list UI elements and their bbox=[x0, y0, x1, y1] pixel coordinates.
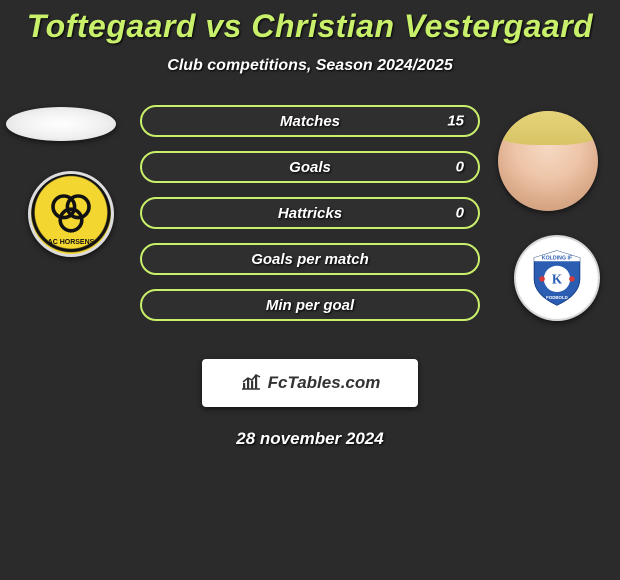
stat-label: Hattricks bbox=[278, 205, 342, 222]
stat-right-value: 0 bbox=[456, 205, 464, 222]
stat-label: Goals per match bbox=[251, 251, 369, 268]
branding-text: FcTables.com bbox=[268, 373, 381, 393]
stat-label: Min per goal bbox=[266, 297, 354, 314]
club-left-badge: AC HORSENS bbox=[28, 171, 114, 257]
stat-row: Matches 15 bbox=[140, 105, 480, 137]
comparison-area: AC HORSENS KOLDING IF K FODBOLD Matches 1… bbox=[0, 113, 620, 353]
page-title: Toftegaard vs Christian Vestergaard bbox=[0, 0, 620, 45]
date-text: 28 november 2024 bbox=[0, 429, 620, 449]
stats-list: Matches 15 Goals 0 Hattricks 0 Goals per match… bbox=[140, 105, 480, 335]
kolding-if-icon: KOLDING IF K FODBOLD bbox=[528, 249, 586, 307]
club-right-badge: KOLDING IF K FODBOLD bbox=[514, 235, 600, 321]
stat-row: Min per goal bbox=[140, 289, 480, 321]
chart-icon bbox=[240, 371, 262, 396]
svg-text:K: K bbox=[552, 271, 563, 286]
stat-right-value: 0 bbox=[456, 159, 464, 176]
club-left-label: AC HORSENS bbox=[48, 239, 95, 246]
player-right-avatar bbox=[498, 111, 598, 211]
stat-row: Hattricks 0 bbox=[140, 197, 480, 229]
stat-row: Goals 0 bbox=[140, 151, 480, 183]
stat-row: Goals per match bbox=[140, 243, 480, 275]
stat-label: Goals bbox=[289, 159, 331, 176]
ac-horsens-icon bbox=[47, 190, 95, 238]
stat-label: Matches bbox=[280, 113, 340, 130]
player-left-avatar bbox=[6, 107, 116, 141]
club-right-label-svg: KOLDING IF bbox=[542, 256, 573, 262]
subtitle: Club competitions, Season 2024/2025 bbox=[0, 57, 620, 75]
svg-text:FODBOLD: FODBOLD bbox=[546, 295, 568, 300]
branding: FcTables.com bbox=[202, 359, 418, 407]
stat-right-value: 15 bbox=[447, 113, 464, 130]
